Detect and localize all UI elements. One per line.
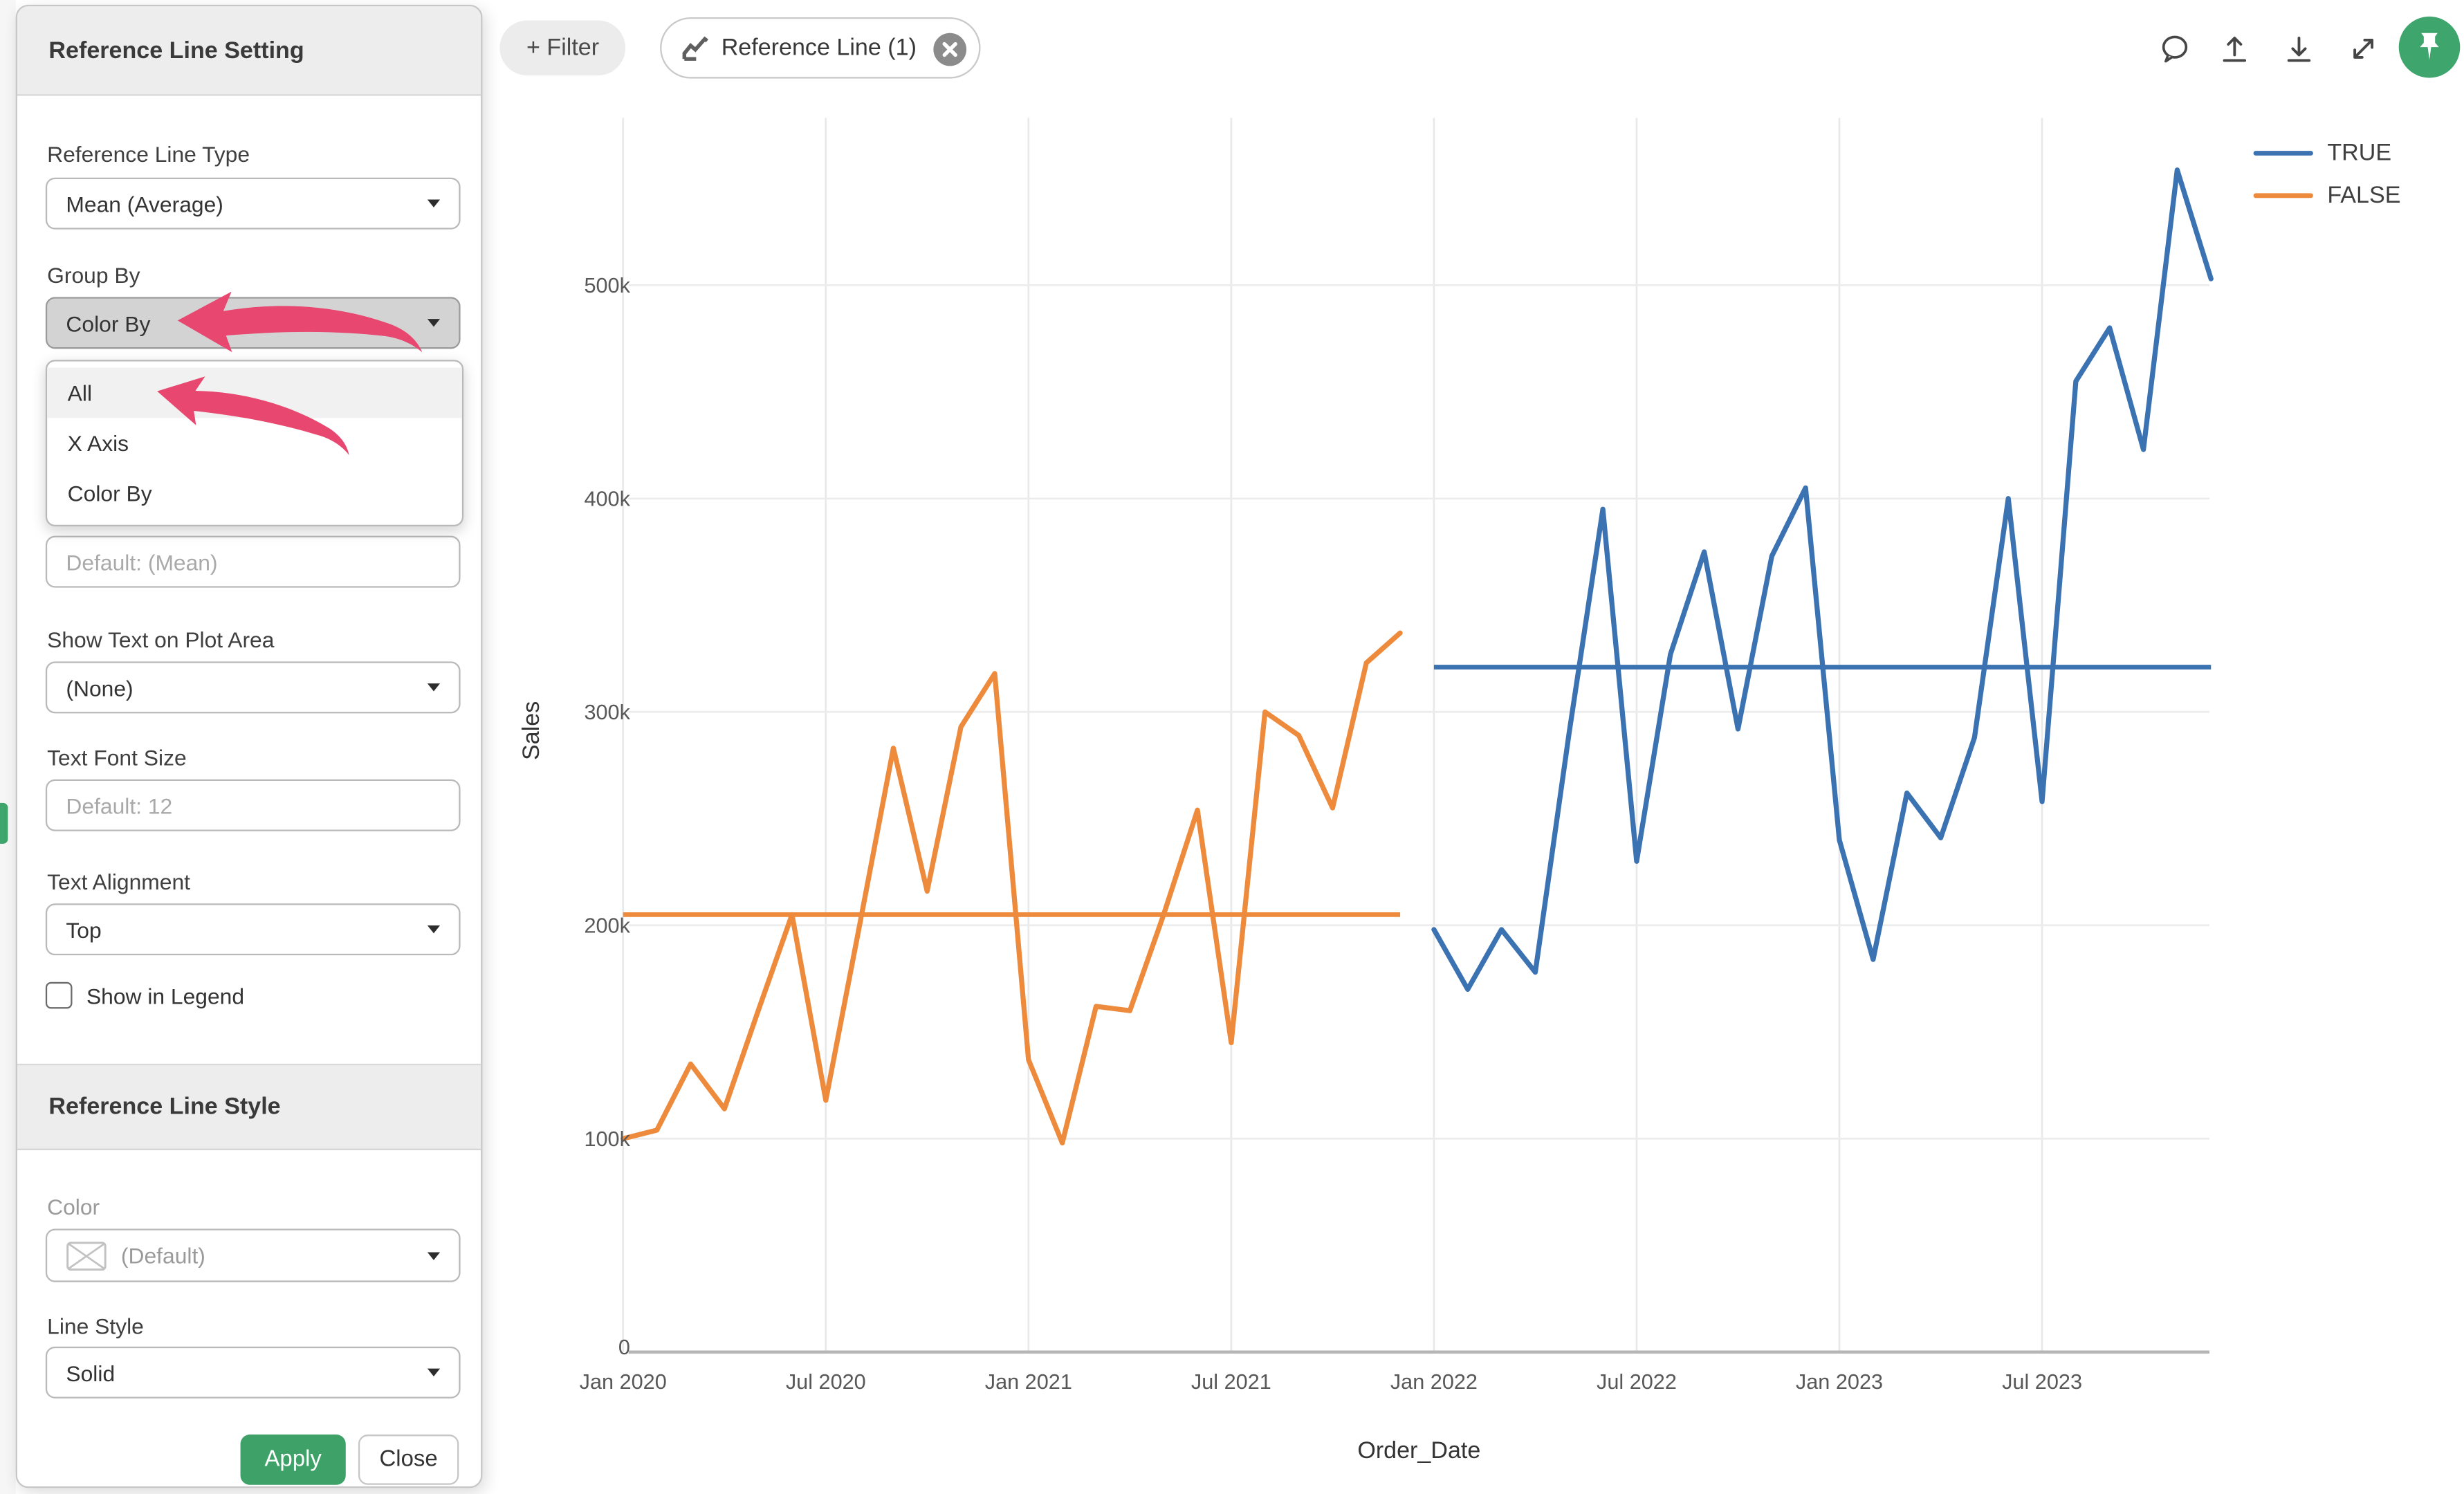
show-text-label: Show Text on Plot Area: [47, 627, 275, 652]
reference-line-type-select[interactable]: Mean (Average): [45, 177, 461, 230]
group-by-label: Group By: [47, 262, 140, 288]
group-by-select[interactable]: Color By: [45, 297, 461, 349]
reference-line-chip[interactable]: Reference Line (1): [660, 17, 982, 79]
legend-item-false[interactable]: FALSE: [2253, 174, 2401, 216]
color-value: (Default): [120, 1242, 205, 1269]
panel-title: Reference Line Setting: [48, 37, 304, 64]
reference-line-style-title: Reference Line Style: [48, 1094, 281, 1120]
svg-text:0: 0: [618, 1336, 630, 1359]
pin-button[interactable]: [2398, 16, 2461, 79]
menu-item-x-axis[interactable]: X Axis: [67, 430, 129, 456]
svg-text:Order_Date: Order_Date: [1357, 1437, 1480, 1464]
no-color-icon: [66, 1241, 107, 1270]
text-alignment-value: Top: [66, 916, 102, 942]
group-by-value: Color By: [66, 310, 151, 336]
hidden-green-element: [0, 802, 8, 844]
show-in-legend-label: Show in Legend: [86, 982, 245, 1008]
text-alignment-select[interactable]: Top: [45, 903, 461, 956]
svg-text:200k: 200k: [584, 914, 630, 938]
svg-text:Jan 2021: Jan 2021: [985, 1370, 1072, 1394]
add-filter-button[interactable]: + Filter: [499, 20, 626, 76]
download-icon[interactable]: [2283, 33, 2315, 64]
pin-circle: [2398, 16, 2461, 78]
show-in-legend-row[interactable]: Show in Legend: [45, 981, 245, 1009]
legend-item-true[interactable]: TRUE: [2253, 132, 2401, 174]
color-select[interactable]: (Default): [45, 1228, 461, 1282]
legend-label: FALSE: [2327, 182, 2401, 210]
line-chart-icon: [682, 35, 708, 60]
line-style-value: Solid: [66, 1360, 116, 1385]
chevron-down-icon: [427, 925, 441, 934]
close-button[interactable]: Close: [358, 1435, 459, 1485]
reference-line-style-header: Reference Line Style: [17, 1063, 481, 1150]
close-icon: [943, 42, 958, 57]
color-label: Color: [47, 1194, 100, 1219]
remove-reference-line-icon[interactable]: [933, 33, 967, 66]
svg-text:400k: 400k: [584, 488, 630, 511]
show-in-legend-checkbox[interactable]: [45, 981, 73, 1009]
upload-icon[interactable]: [2219, 33, 2250, 64]
line-style-select[interactable]: Solid: [45, 1346, 461, 1399]
chevron-down-icon: [427, 1368, 441, 1376]
text-font-size-field[interactable]: [45, 779, 461, 831]
svg-text:300k: 300k: [584, 701, 630, 724]
menu-item-all[interactable]: All: [47, 367, 462, 418]
text-font-size-input[interactable]: [66, 793, 441, 818]
svg-text:Jan 2023: Jan 2023: [1796, 1370, 1883, 1394]
svg-text:Jan 2020: Jan 2020: [580, 1370, 667, 1394]
menu-item-color-by[interactable]: Color By: [67, 481, 152, 506]
svg-text:Sales: Sales: [518, 701, 544, 760]
pushpin-icon: [2420, 33, 2439, 60]
panel-header: Reference Line Setting: [17, 6, 481, 96]
text-alignment-label: Text Alignment: [47, 869, 191, 894]
group-by-dropdown-menu: All X Axis Color By: [45, 360, 464, 527]
svg-text:Jul 2023: Jul 2023: [2002, 1370, 2082, 1394]
svg-text:Jul 2021: Jul 2021: [1191, 1370, 1271, 1394]
legend-label: TRUE: [2327, 140, 2392, 167]
svg-text:Jan 2022: Jan 2022: [1390, 1370, 1478, 1394]
chevron-down-icon: [427, 683, 441, 692]
svg-text:Jul 2020: Jul 2020: [786, 1370, 866, 1394]
legend-swatch-true: [2253, 150, 2313, 156]
reference-value-field[interactable]: [45, 535, 461, 588]
line-style-label: Line Style: [47, 1313, 144, 1339]
comment-icon[interactable]: [2159, 33, 2190, 64]
reference-line-type-label: Reference Line Type: [47, 141, 250, 167]
chart-legend: TRUE FALSE: [2253, 132, 2401, 217]
reference-line-chip-label: Reference Line (1): [721, 34, 917, 62]
reference-line-setting-panel: Reference Line Setting Reference Line Ty…: [15, 4, 483, 1488]
page-left-edge: [0, 0, 16, 1494]
chevron-down-icon: [427, 319, 441, 327]
add-filter-label: + Filter: [526, 34, 600, 62]
text-font-size-label: Text Font Size: [47, 744, 187, 771]
show-text-select[interactable]: (None): [45, 661, 461, 714]
reference-value-input[interactable]: [66, 548, 441, 575]
toolbar: + Filter Reference Line (1): [0, 0, 2464, 98]
chevron-down-icon: [427, 1251, 441, 1260]
legend-swatch-false: [2253, 192, 2313, 199]
apply-button[interactable]: Apply: [240, 1435, 346, 1485]
svg-text:500k: 500k: [584, 274, 630, 297]
chevron-down-icon: [427, 199, 441, 208]
svg-text:Jul 2022: Jul 2022: [1597, 1370, 1677, 1394]
show-text-value: (None): [66, 674, 134, 701]
reference-line-type-value: Mean (Average): [66, 191, 223, 216]
expand-icon[interactable]: [2348, 33, 2379, 64]
svg-text:100k: 100k: [584, 1127, 630, 1151]
